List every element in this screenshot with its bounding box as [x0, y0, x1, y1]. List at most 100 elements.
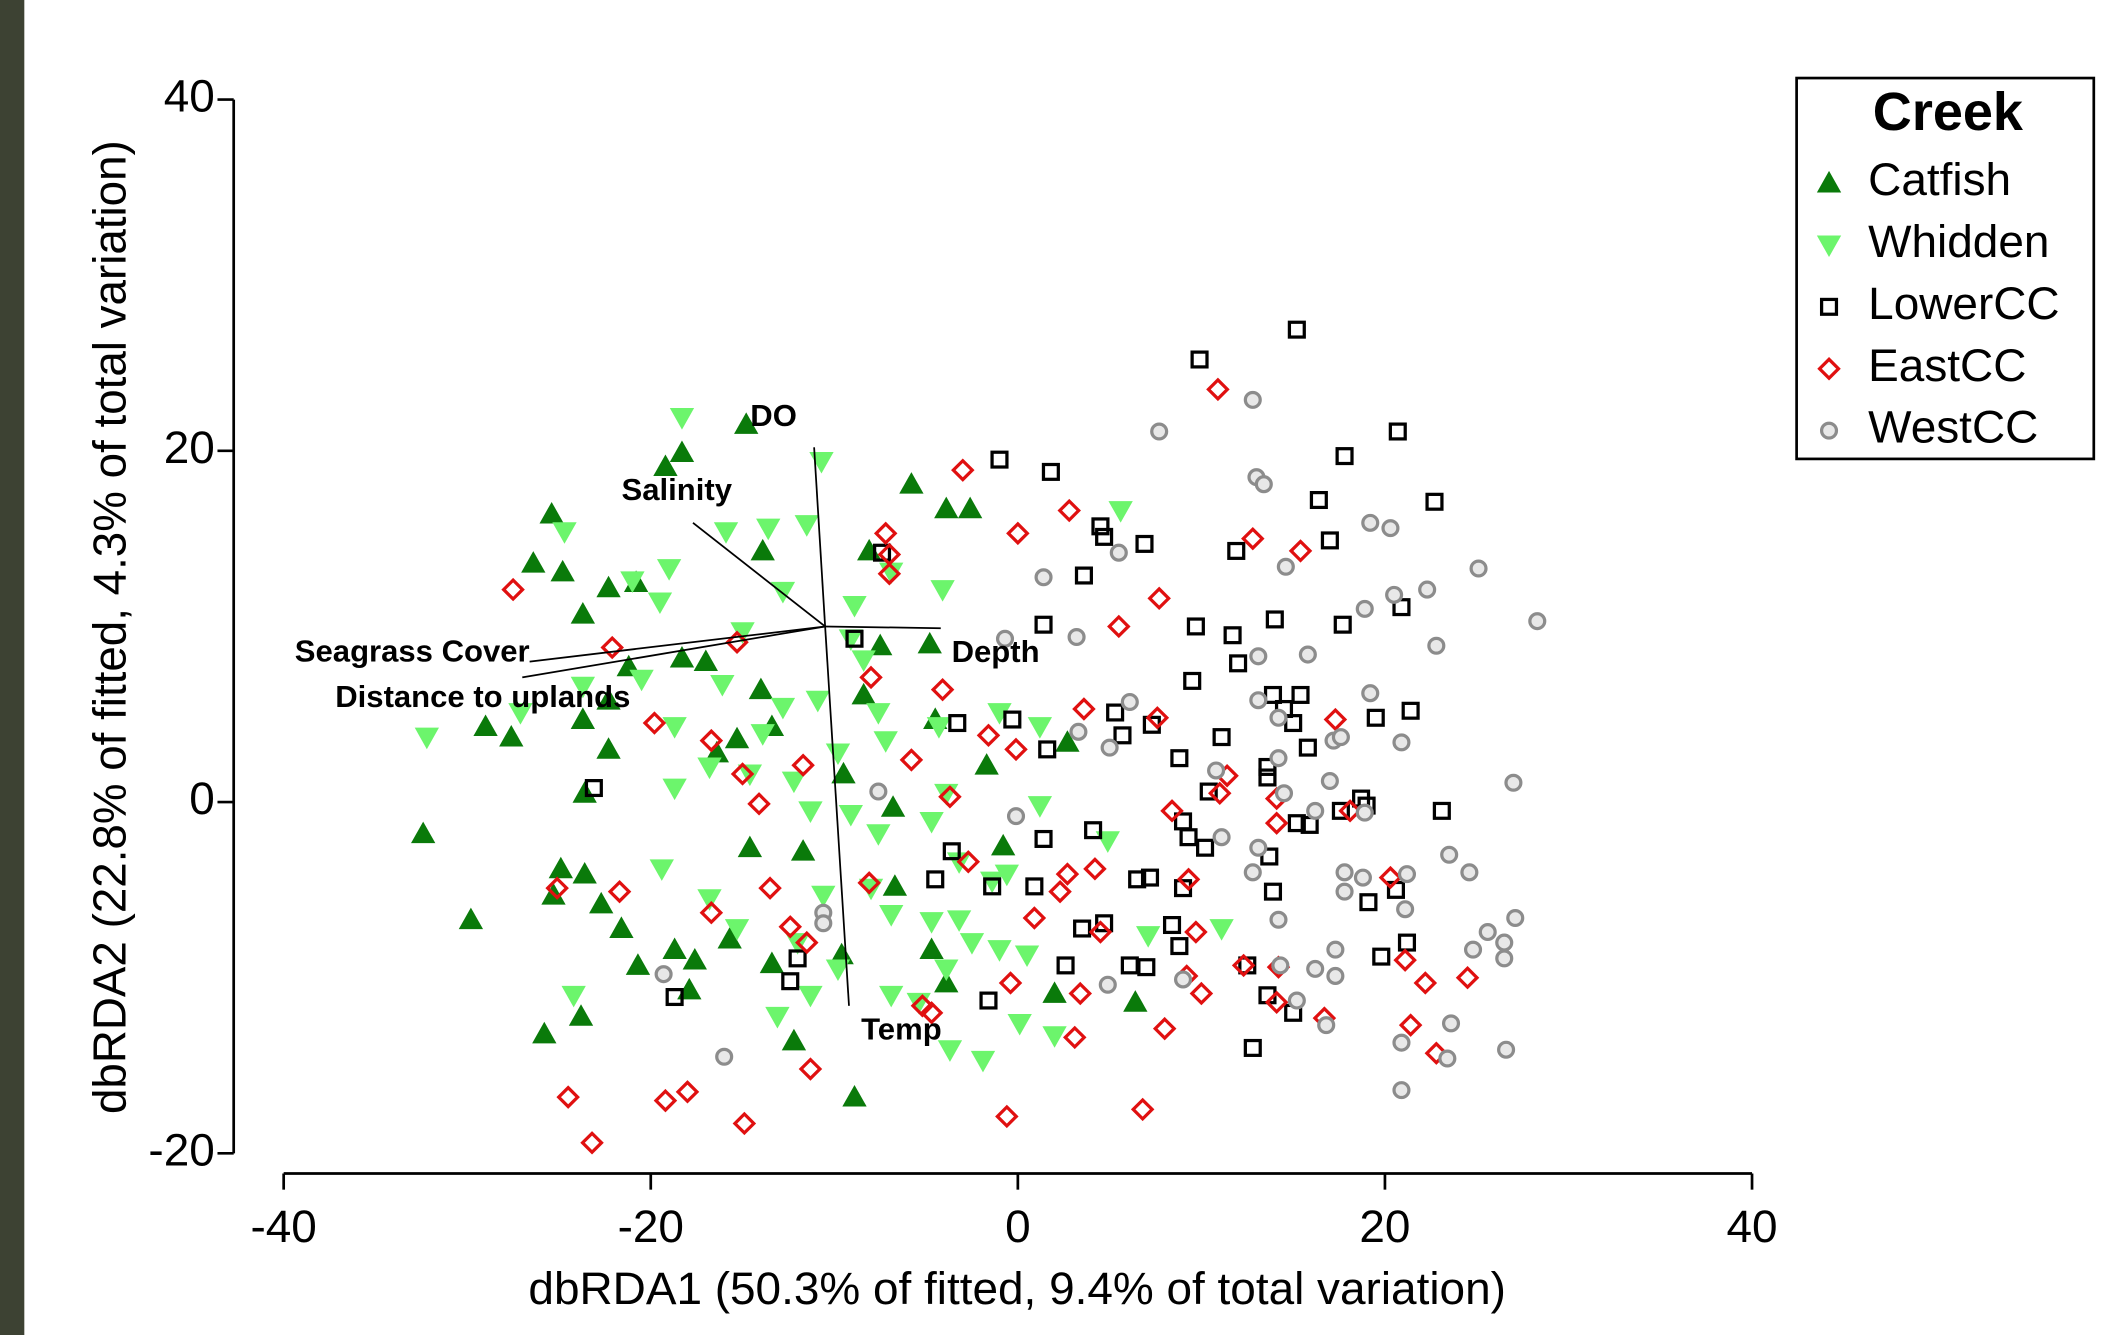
vector: [825, 625, 941, 630]
point: [1072, 697, 1096, 721]
legend-label: Catfish: [1868, 154, 2011, 205]
point: [1074, 566, 1093, 585]
legend-label: EastCC: [1868, 340, 2026, 391]
point: [1100, 738, 1119, 757]
point: [682, 948, 707, 970]
point: [1366, 708, 1385, 727]
point: [669, 408, 695, 430]
point: [1088, 920, 1113, 944]
point: [872, 543, 892, 562]
point: [499, 724, 524, 747]
point: [1007, 1013, 1032, 1036]
point: [1440, 845, 1459, 864]
point: [561, 985, 586, 1008]
legend-marker: [1819, 297, 1839, 316]
legend-marker: [1819, 421, 1839, 440]
point: [545, 876, 569, 900]
point: [1027, 796, 1053, 818]
point: [1147, 586, 1171, 611]
vector-label: Salinity: [622, 472, 733, 507]
point: [1478, 923, 1497, 942]
point: [1120, 692, 1139, 711]
point: [662, 717, 687, 739]
point: [987, 703, 1012, 725]
point: [1333, 615, 1352, 634]
point: [649, 859, 674, 881]
point: [1006, 807, 1026, 826]
point: [934, 970, 959, 993]
point: [580, 1131, 604, 1155]
y-tick-label: 0: [189, 773, 215, 824]
point: [697, 757, 722, 780]
point: [1241, 526, 1265, 551]
point: [1460, 863, 1479, 882]
point: [869, 782, 888, 801]
point: [1091, 517, 1110, 536]
point: [948, 714, 967, 733]
point: [1335, 863, 1354, 882]
point: [1306, 801, 1325, 820]
point: [1120, 956, 1139, 975]
point: [1495, 949, 1514, 968]
point: [1107, 614, 1131, 639]
point: [730, 762, 755, 786]
point: [1298, 738, 1317, 757]
point: [805, 690, 830, 713]
point: [654, 965, 673, 984]
point: [625, 953, 651, 975]
point: [1269, 749, 1288, 768]
point: [1359, 893, 1378, 912]
legend-marker: [1817, 357, 1841, 381]
point: [987, 940, 1012, 962]
point: [1184, 920, 1208, 944]
point: [859, 665, 883, 690]
point: [1385, 585, 1404, 604]
point: [750, 538, 775, 561]
point: [1055, 730, 1080, 752]
point: [825, 959, 851, 982]
point: [1243, 390, 1262, 409]
point: [873, 521, 898, 546]
point: [1269, 910, 1288, 929]
vector-label: Depth: [952, 634, 1040, 669]
point: [825, 743, 851, 766]
point: [1106, 703, 1125, 722]
point: [829, 942, 854, 965]
point: [1338, 799, 1362, 823]
point: [1381, 519, 1400, 538]
point: [532, 1021, 557, 1044]
point: [879, 985, 904, 1008]
point: [609, 916, 634, 938]
point: [1331, 801, 1350, 820]
point: [919, 937, 944, 960]
point: [1231, 953, 1256, 978]
legend-box: [1795, 76, 2096, 461]
vector-label: DO: [750, 398, 797, 433]
vector-label: Temp: [861, 1012, 942, 1047]
point: [1326, 940, 1345, 959]
point: [942, 842, 961, 861]
point: [857, 538, 882, 561]
point: [662, 937, 687, 960]
point: [1056, 956, 1075, 975]
point: [1413, 971, 1438, 995]
point: [851, 682, 876, 705]
point: [831, 761, 856, 784]
point: [1528, 612, 1547, 631]
point: [1397, 933, 1417, 952]
point: [1258, 768, 1277, 787]
point: [842, 1085, 867, 1107]
point: [1034, 615, 1053, 634]
point: [570, 602, 596, 624]
y-tick-label: 20: [164, 422, 215, 473]
point: [1130, 1097, 1155, 1122]
point: [596, 575, 621, 598]
point: [710, 674, 735, 697]
point: [1136, 926, 1161, 948]
point: [1179, 828, 1198, 847]
point: [1432, 801, 1451, 820]
background-strip: [0, 0, 25, 1335]
point: [1123, 990, 1148, 1012]
point: [1055, 862, 1080, 886]
point: [697, 889, 722, 911]
